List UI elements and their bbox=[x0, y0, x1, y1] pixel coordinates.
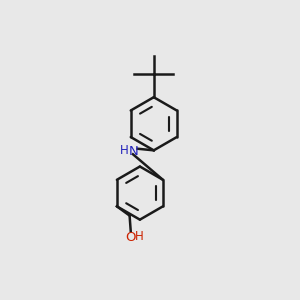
Text: N: N bbox=[129, 145, 139, 158]
Text: H: H bbox=[120, 144, 129, 157]
Text: H: H bbox=[135, 230, 144, 243]
Text: O: O bbox=[125, 231, 136, 244]
